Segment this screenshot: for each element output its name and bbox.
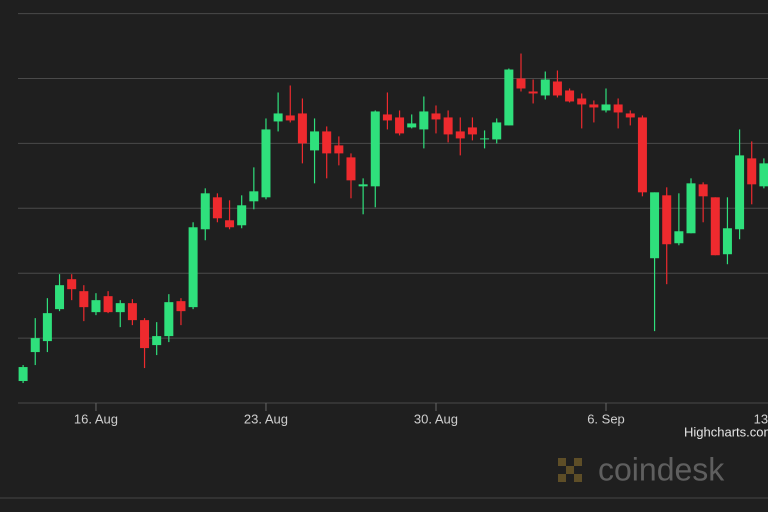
- candle-body: [212, 197, 222, 219]
- x-tick-label: 13. Sep: [754, 411, 768, 426]
- candle-body: [407, 123, 417, 128]
- candle-body: [528, 91, 538, 94]
- candle-body: [42, 313, 52, 342]
- candle-body: [601, 104, 611, 111]
- candle-body: [200, 193, 210, 230]
- candle-body: [710, 197, 720, 256]
- candle-body: [540, 79, 550, 96]
- candle-body: [674, 231, 684, 244]
- logo-part: [574, 458, 582, 466]
- candle-body: [662, 195, 672, 245]
- candle-body: [625, 113, 635, 118]
- candle-body: [152, 336, 162, 346]
- candle-body: [637, 117, 647, 193]
- candle-body: [30, 338, 40, 353]
- logo-part: [574, 474, 582, 482]
- candle-body: [504, 69, 514, 126]
- credits: Highcharts.com: [684, 424, 768, 439]
- candle-body: [516, 78, 526, 89]
- logo-part: [558, 458, 566, 466]
- x-tick-label: 30. Aug: [414, 411, 458, 426]
- candle-body: [735, 155, 745, 230]
- candle-body: [237, 205, 247, 226]
- candle-body: [589, 104, 599, 108]
- candle-body: [322, 131, 332, 154]
- candle-body: [140, 320, 150, 349]
- candle-body: [310, 131, 320, 151]
- candle-body: [188, 227, 198, 308]
- candle-body: [79, 291, 89, 308]
- x-tick-label: 6. Sep: [587, 411, 625, 426]
- x-tick-label: 16. Aug: [74, 411, 118, 426]
- candle-body: [443, 117, 453, 135]
- candle-body: [395, 117, 405, 134]
- candle-body: [261, 129, 271, 198]
- candle-body: [492, 122, 502, 140]
- candle-body: [297, 113, 307, 144]
- logo-part: [566, 466, 574, 474]
- candle-body: [249, 191, 259, 202]
- candle-body: [747, 158, 757, 185]
- candle-body: [759, 163, 768, 187]
- candle-body: [431, 113, 441, 120]
- candle-body: [382, 114, 392, 121]
- candle-body: [565, 90, 575, 102]
- watermark-logo: [558, 458, 582, 482]
- candle-body: [346, 157, 356, 181]
- candles: [18, 53, 768, 384]
- candle-body: [467, 127, 477, 135]
- candle-body: [164, 302, 174, 337]
- candle-body: [698, 184, 708, 197]
- candle-body: [722, 228, 732, 255]
- candle-body: [577, 98, 587, 105]
- candle-body: [67, 279, 77, 290]
- candle-body: [176, 301, 186, 312]
- candle-body: [18, 367, 28, 382]
- candle-body: [419, 111, 429, 130]
- candle-body: [127, 303, 137, 321]
- candle-body: [334, 145, 344, 154]
- candle-body: [55, 285, 65, 310]
- candle-body: [358, 184, 368, 187]
- candle-body: [455, 131, 465, 139]
- candle-body: [686, 183, 696, 234]
- candle-body: [103, 296, 113, 313]
- candle-body: [552, 81, 562, 96]
- x-tick-label: 23. Aug: [244, 411, 288, 426]
- candle-body: [91, 300, 101, 313]
- candle-body: [225, 220, 235, 228]
- candle-body: [480, 138, 490, 140]
- watermark: coindesk: [598, 451, 725, 487]
- logo-part: [558, 474, 566, 482]
- candle-body: [613, 104, 623, 113]
- candle-body: [273, 113, 283, 122]
- candle-body: [115, 303, 125, 313]
- x-axis: 16. Aug 23. Aug 30. Aug 6. Sep 13. Sep: [74, 403, 768, 426]
- candle-body: [650, 192, 660, 259]
- candle-body: [285, 115, 295, 121]
- candle-body: [370, 111, 380, 187]
